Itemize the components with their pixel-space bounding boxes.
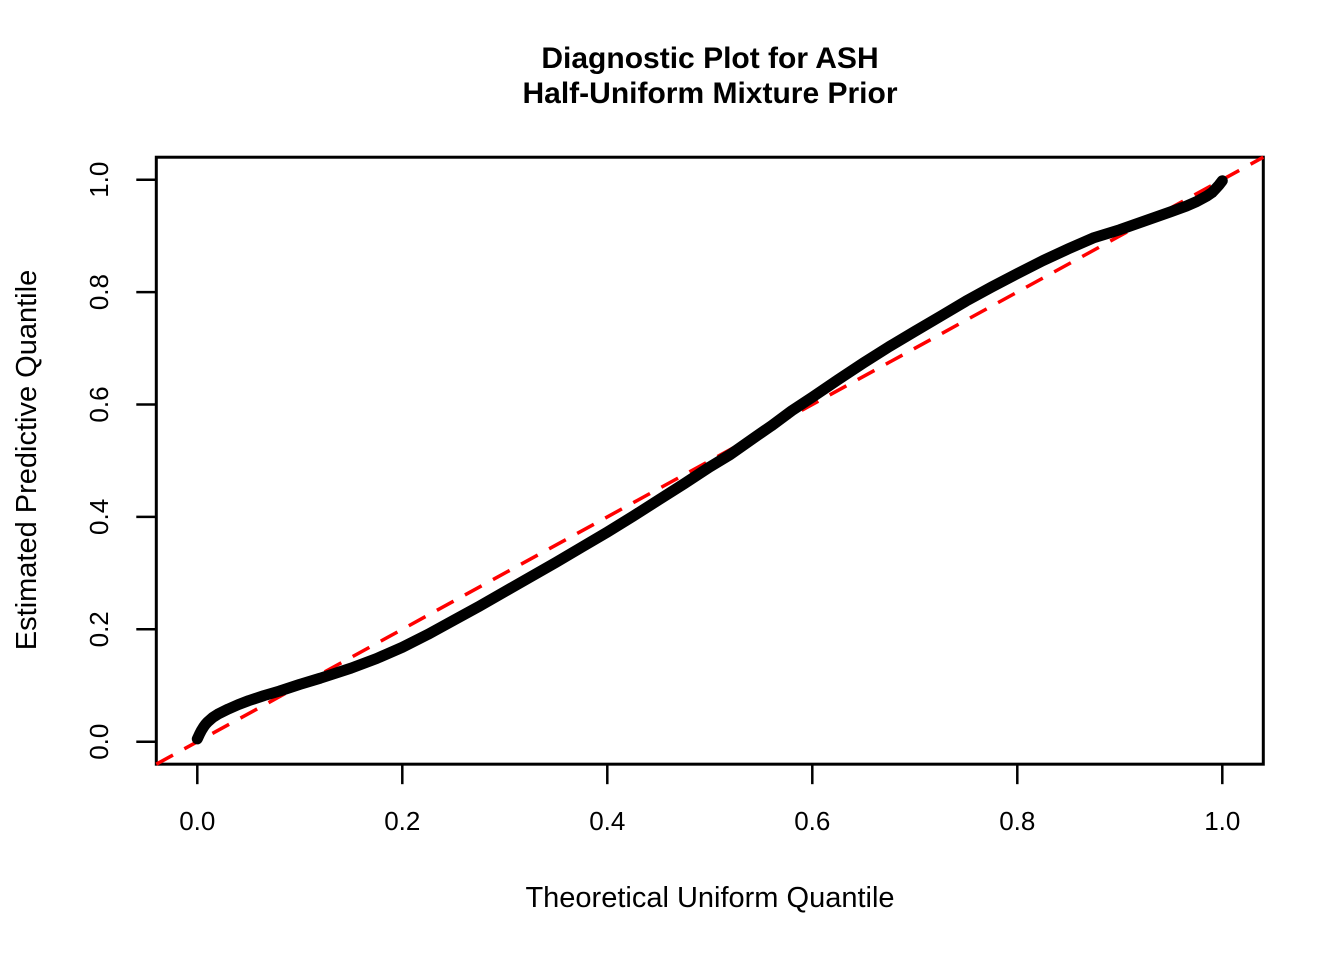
x-axis-ticks: 0.0 0.2 0.4 0.6 0.8 1.0	[179, 764, 1240, 836]
x-tick-label: 0.6	[794, 806, 830, 836]
x-axis-title: Theoretical Uniform Quantile	[525, 882, 894, 914]
x-tick-label: 0.4	[589, 806, 625, 836]
y-tick-label: 0.4	[84, 499, 114, 535]
y-axis-ticks: 0.0 0.2 0.4 0.6 0.8 1.0	[84, 162, 157, 760]
y-tick-label: 1.0	[84, 162, 114, 198]
x-tick-label: 0.8	[999, 806, 1035, 836]
x-tick-label: 0.2	[384, 806, 420, 836]
y-tick-label: 0.2	[84, 611, 114, 647]
plot-box	[154, 155, 1265, 766]
identity-reference-line	[155, 155, 1265, 766]
y-tick-label: 0.8	[84, 274, 114, 310]
plot-title-line2: Half-Uniform Mixture Prior	[522, 77, 897, 110]
y-tick-label: 0.6	[84, 386, 114, 422]
plot-title: Diagnostic Plot for ASH Half-Uniform Mix…	[522, 42, 897, 110]
y-tick-label: 0.0	[84, 724, 114, 760]
plot-title-line1: Diagnostic Plot for ASH	[541, 42, 878, 75]
x-tick-label: 1.0	[1204, 806, 1240, 836]
qq-curve	[191, 175, 1228, 745]
y-axis-title: Estimated Predictive Quantile	[11, 270, 43, 650]
x-tick-label: 0.0	[179, 806, 215, 836]
